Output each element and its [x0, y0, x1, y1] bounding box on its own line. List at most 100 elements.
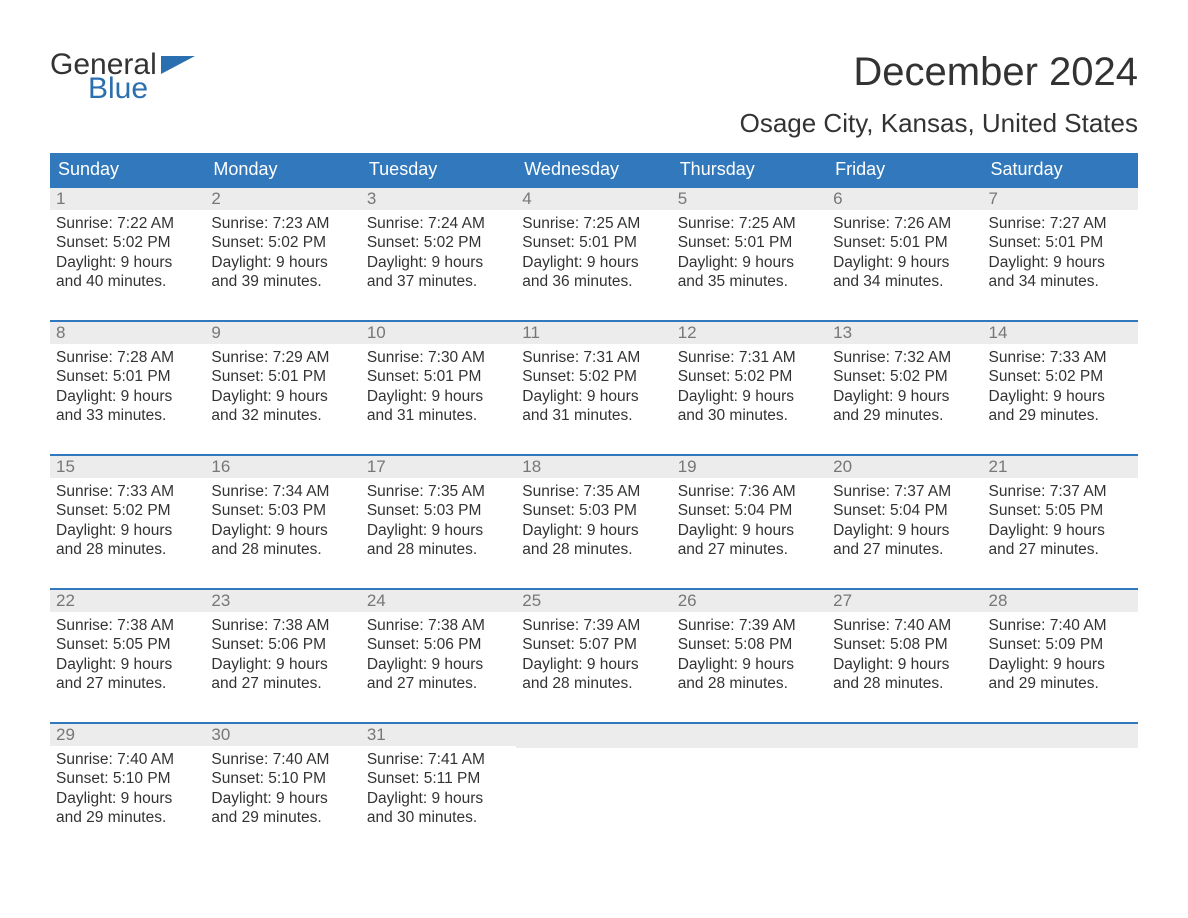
- day-number: 27: [827, 590, 982, 612]
- day-body: Sunrise: 7:25 AMSunset: 5:01 PMDaylight:…: [516, 210, 671, 298]
- day-number: 9: [205, 322, 360, 344]
- day-number: 28: [983, 590, 1138, 612]
- day-number: 14: [983, 322, 1138, 344]
- sunset-text: Sunset: 5:03 PM: [522, 501, 665, 520]
- sunrise-text: Sunrise: 7:35 AM: [367, 482, 510, 501]
- daylight-text: Daylight: 9 hours and 31 minutes.: [522, 387, 665, 426]
- daylight-text: Daylight: 9 hours and 40 minutes.: [56, 253, 199, 292]
- day-cell: 12Sunrise: 7:31 AMSunset: 5:02 PMDayligh…: [672, 322, 827, 440]
- day-cell: 30Sunrise: 7:40 AMSunset: 5:10 PMDayligh…: [205, 724, 360, 842]
- day-number: 2: [205, 188, 360, 210]
- day-cell: 6Sunrise: 7:26 AMSunset: 5:01 PMDaylight…: [827, 188, 982, 306]
- day-cell: 15Sunrise: 7:33 AMSunset: 5:02 PMDayligh…: [50, 456, 205, 574]
- day-cell: 9Sunrise: 7:29 AMSunset: 5:01 PMDaylight…: [205, 322, 360, 440]
- day-number: 31: [361, 724, 516, 746]
- sunrise-text: Sunrise: 7:24 AM: [367, 214, 510, 233]
- daylight-text: Daylight: 9 hours and 28 minutes.: [211, 521, 354, 560]
- day-number: 1: [50, 188, 205, 210]
- day-body: Sunrise: 7:24 AMSunset: 5:02 PMDaylight:…: [361, 210, 516, 298]
- empty-day: [983, 724, 1138, 748]
- day-cell: 16Sunrise: 7:34 AMSunset: 5:03 PMDayligh…: [205, 456, 360, 574]
- sunset-text: Sunset: 5:08 PM: [833, 635, 976, 654]
- day-cell: 20Sunrise: 7:37 AMSunset: 5:04 PMDayligh…: [827, 456, 982, 574]
- day-body: Sunrise: 7:38 AMSunset: 5:06 PMDaylight:…: [205, 612, 360, 700]
- sunrise-text: Sunrise: 7:39 AM: [522, 616, 665, 635]
- daylight-text: Daylight: 9 hours and 28 minutes.: [522, 655, 665, 694]
- sunset-text: Sunset: 5:02 PM: [678, 367, 821, 386]
- day-number: 4: [516, 188, 671, 210]
- day-body: Sunrise: 7:29 AMSunset: 5:01 PMDaylight:…: [205, 344, 360, 432]
- sunrise-text: Sunrise: 7:32 AM: [833, 348, 976, 367]
- day-cell: 23Sunrise: 7:38 AMSunset: 5:06 PMDayligh…: [205, 590, 360, 708]
- day-body: Sunrise: 7:40 AMSunset: 5:10 PMDaylight:…: [205, 746, 360, 834]
- empty-day: [672, 724, 827, 748]
- sunrise-text: Sunrise: 7:33 AM: [56, 482, 199, 501]
- day-number: 5: [672, 188, 827, 210]
- sunrise-text: Sunrise: 7:33 AM: [989, 348, 1132, 367]
- sunrise-text: Sunrise: 7:38 AM: [211, 616, 354, 635]
- sunset-text: Sunset: 5:03 PM: [367, 501, 510, 520]
- sunset-text: Sunset: 5:05 PM: [989, 501, 1132, 520]
- daylight-text: Daylight: 9 hours and 34 minutes.: [989, 253, 1132, 292]
- day-number: 12: [672, 322, 827, 344]
- day-cell: 21Sunrise: 7:37 AMSunset: 5:05 PMDayligh…: [983, 456, 1138, 574]
- day-cell: [672, 724, 827, 842]
- day-body: Sunrise: 7:34 AMSunset: 5:03 PMDaylight:…: [205, 478, 360, 566]
- sunset-text: Sunset: 5:02 PM: [367, 233, 510, 252]
- daylight-text: Daylight: 9 hours and 33 minutes.: [56, 387, 199, 426]
- sunrise-text: Sunrise: 7:22 AM: [56, 214, 199, 233]
- day-cell: 2Sunrise: 7:23 AMSunset: 5:02 PMDaylight…: [205, 188, 360, 306]
- day-number: 24: [361, 590, 516, 612]
- day-header: Friday: [827, 153, 982, 186]
- day-number: 17: [361, 456, 516, 478]
- week-row: 29Sunrise: 7:40 AMSunset: 5:10 PMDayligh…: [50, 722, 1138, 842]
- day-number: 22: [50, 590, 205, 612]
- daylight-text: Daylight: 9 hours and 29 minutes.: [56, 789, 199, 828]
- day-body: Sunrise: 7:23 AMSunset: 5:02 PMDaylight:…: [205, 210, 360, 298]
- day-cell: 26Sunrise: 7:39 AMSunset: 5:08 PMDayligh…: [672, 590, 827, 708]
- empty-day: [827, 724, 982, 748]
- day-body: Sunrise: 7:25 AMSunset: 5:01 PMDaylight:…: [672, 210, 827, 298]
- day-cell: [827, 724, 982, 842]
- day-number: 7: [983, 188, 1138, 210]
- sunset-text: Sunset: 5:02 PM: [211, 233, 354, 252]
- sunset-text: Sunset: 5:10 PM: [56, 769, 199, 788]
- day-header: Wednesday: [516, 153, 671, 186]
- day-body: Sunrise: 7:37 AMSunset: 5:05 PMDaylight:…: [983, 478, 1138, 566]
- sunset-text: Sunset: 5:01 PM: [56, 367, 199, 386]
- daylight-text: Daylight: 9 hours and 27 minutes.: [211, 655, 354, 694]
- day-cell: 17 Sunrise: 7:35 AMSunset: 5:03 PMDayligh…: [361, 456, 516, 574]
- day-body: Sunrise: 7:35 AMSunset: 5:03 PMDaylight:…: [516, 478, 671, 566]
- sunset-text: Sunset: 5:04 PM: [678, 501, 821, 520]
- daylight-text: Daylight: 9 hours and 29 minutes.: [989, 387, 1132, 426]
- day-body: Sunrise: 7:22 AMSunset: 5:02 PMDaylight:…: [50, 210, 205, 298]
- sunset-text: Sunset: 5:08 PM: [678, 635, 821, 654]
- header: General Blue December 2024: [50, 50, 1138, 104]
- sunrise-text: Sunrise: 7:40 AM: [989, 616, 1132, 635]
- day-number: 25: [516, 590, 671, 612]
- sunrise-text: Sunrise: 7:37 AM: [833, 482, 976, 501]
- day-number: 26: [672, 590, 827, 612]
- daylight-text: Daylight: 9 hours and 34 minutes.: [833, 253, 976, 292]
- week-row: 8Sunrise: 7:28 AMSunset: 5:01 PMDaylight…: [50, 320, 1138, 440]
- daylight-text: Daylight: 9 hours and 30 minutes.: [367, 789, 510, 828]
- day-body: Sunrise: 7:26 AMSunset: 5:01 PMDaylight:…: [827, 210, 982, 298]
- daylight-text: Daylight: 9 hours and 29 minutes.: [833, 387, 976, 426]
- sunset-text: Sunset: 5:01 PM: [833, 233, 976, 252]
- sunrise-text: Sunrise: 7:25 AM: [678, 214, 821, 233]
- sunset-text: Sunset: 5:11 PM: [367, 769, 510, 788]
- sunrise-text: Sunrise: 7:26 AM: [833, 214, 976, 233]
- week-row: 15Sunrise: 7:33 AMSunset: 5:02 PMDayligh…: [50, 454, 1138, 574]
- daylight-text: Daylight: 9 hours and 28 minutes.: [367, 521, 510, 560]
- flag-icon: [161, 56, 195, 76]
- day-cell: 24Sunrise: 7:38 AMSunset: 5:06 PMDayligh…: [361, 590, 516, 708]
- day-body: Sunrise: 7:27 AMSunset: 5:01 PMDaylight:…: [983, 210, 1138, 298]
- day-number: 6: [827, 188, 982, 210]
- week-row: 22Sunrise: 7:38 AMSunset: 5:05 PMDayligh…: [50, 588, 1138, 708]
- day-body: Sunrise: 7:38 AMSunset: 5:06 PMDaylight:…: [361, 612, 516, 700]
- day-body: Sunrise: 7:40 AMSunset: 5:08 PMDaylight:…: [827, 612, 982, 700]
- sunset-text: Sunset: 5:01 PM: [678, 233, 821, 252]
- logo-blue: Blue: [88, 74, 157, 104]
- daylight-text: Daylight: 9 hours and 31 minutes.: [367, 387, 510, 426]
- daylight-text: Daylight: 9 hours and 27 minutes.: [678, 521, 821, 560]
